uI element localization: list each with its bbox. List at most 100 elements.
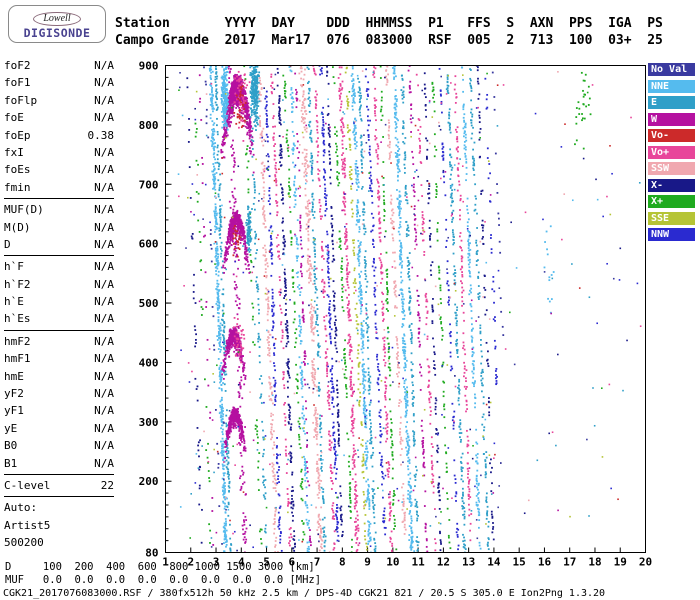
param-row-yf1: yF1 N/A: [4, 402, 114, 419]
parameter-panel: foF2 N/A foF1 N/A foFlp N/A foE N/A foEp 0.38 fxI N…: [4, 57, 114, 556]
legend-item-w: W: [648, 112, 695, 126]
param-row-h-f: h`F N/A: [4, 258, 114, 275]
legend-item-nnw: NNW: [648, 228, 695, 241]
param-row-hme: hmE N/A: [4, 368, 114, 385]
param-label: h`F2: [4, 277, 31, 291]
param-label: fmin: [4, 180, 31, 194]
param-value: N/A: [94, 237, 114, 251]
param-value: N/A: [94, 421, 114, 435]
param-label: foF1: [4, 76, 31, 90]
ionogram-plot: [125, 56, 660, 572]
param-label: hmF2: [4, 334, 31, 348]
legend-item-no-val: No Val: [648, 63, 695, 76]
logo-lowell-text: Lowell: [33, 12, 81, 26]
param-row-fof2: foF2 N/A: [4, 57, 114, 74]
param-value: N/A: [94, 439, 114, 453]
param-label: hmE: [4, 369, 24, 383]
param-row-m-d: M(D) N/A: [4, 219, 114, 236]
legend-item-ssw: SSW: [648, 162, 695, 175]
param-value: N/A: [94, 404, 114, 418]
param-row-muf-d: MUF(D) N/A: [4, 201, 114, 218]
param-label: B1: [4, 456, 18, 470]
param-value: N/A: [94, 220, 114, 234]
param-label: yF1: [4, 404, 24, 418]
param-label: yE: [4, 421, 18, 435]
param-label: h`E: [4, 295, 24, 309]
param-row-yf2: yF2 N/A: [4, 385, 114, 402]
param-label: B0: [4, 439, 18, 453]
param-label: h`F: [4, 260, 24, 274]
param-label: yF2: [4, 387, 24, 401]
param-label: 500200: [4, 536, 44, 550]
muf-row: MUF 0.0 0.0 0.0 0.0 0.0 0.0 0.0 0.0 [MHz…: [5, 574, 322, 586]
param-label: D: [4, 237, 11, 251]
param-label: MUF(D): [4, 203, 44, 217]
lowell-digisonde-logo: Lowell DIGISONDE: [8, 5, 106, 43]
param-label: hmF1: [4, 352, 31, 366]
param-label: C-level: [4, 478, 51, 492]
param-value: 0.38: [87, 128, 115, 142]
param-value: N/A: [94, 352, 114, 366]
legend-item-sse: SSE: [648, 211, 695, 225]
param-row-c-level: C-level 22: [4, 477, 114, 494]
param-value: N/A: [94, 145, 114, 159]
param-group: foF2 N/A foF1 N/A foFlp N/A foE N/A foEp 0.38 fxI N…: [4, 57, 114, 200]
param-row-500200: 500200: [4, 534, 114, 551]
legend-item-x-: X+: [648, 195, 695, 208]
param-row-hmf1: hmF1 N/A: [4, 350, 114, 367]
param-row-h-f2: h`F2 N/A: [4, 276, 114, 293]
param-row-foep: foEp 0.38: [4, 127, 114, 144]
param-value: N/A: [94, 277, 114, 291]
logo-digisonde-text: DIGISONDE: [23, 26, 91, 40]
param-label: foE: [4, 111, 24, 125]
legend-item-x-: X-: [648, 178, 695, 192]
param-group: MUF(D) N/A M(D) N/A D N/A: [4, 201, 114, 257]
param-label: fxI: [4, 145, 24, 159]
d-row: D 100 200 400 600 800 1000 1500 3000 [km…: [5, 561, 315, 573]
param-label: foEp: [4, 128, 31, 142]
param-value: N/A: [94, 93, 114, 107]
station-header: Station YYYY DAY DDD HHMMSS P1 FFS S AXN…: [115, 15, 663, 49]
param-value: N/A: [94, 76, 114, 90]
param-row-fmin: fmin N/A: [4, 179, 114, 196]
param-label: h`Es: [4, 312, 31, 326]
param-value: N/A: [94, 59, 114, 72]
param-value: N/A: [94, 203, 114, 217]
param-row-b1: B1 N/A: [4, 455, 114, 472]
param-row-fof1: foF1 N/A: [4, 74, 114, 91]
param-row-foe: foE N/A: [4, 109, 114, 126]
param-group: Auto: Artist5 500200: [4, 499, 114, 553]
param-group: C-level 22: [4, 477, 114, 498]
param-row-d: D N/A: [4, 236, 114, 253]
status-line: CGK21_2017076083000.RSF / 380fx512h 50 k…: [3, 588, 606, 599]
legend-item-e: E: [648, 96, 695, 109]
param-row-h-es: h`Es N/A: [4, 310, 114, 327]
param-row-foflp: foFlp N/A: [4, 92, 114, 109]
param-value: N/A: [94, 180, 114, 194]
legend-item-vo-: Vo+: [648, 145, 695, 159]
param-row-fxi: fxI N/A: [4, 144, 114, 161]
param-value: N/A: [94, 334, 114, 348]
param-row-b0: B0 N/A: [4, 437, 114, 454]
direction-legend: No Val NNE E W Vo- Vo+ SSW X- X+ SSE NNW: [648, 63, 695, 245]
legend-item-vo-: Vo-: [648, 129, 695, 142]
param-value: N/A: [94, 111, 114, 125]
param-row-h-e: h`E N/A: [4, 293, 114, 310]
param-value: N/A: [94, 163, 114, 177]
param-value: N/A: [94, 260, 114, 274]
param-value: N/A: [94, 387, 114, 401]
param-group: h`F N/A h`F2 N/A h`E N/A h`Es N/A: [4, 258, 114, 331]
param-value: N/A: [94, 456, 114, 470]
param-group: hmF2 N/A hmF1 N/A hmE N/A yF2 N/A yF1 N/A yE N/A B0 N…: [4, 333, 114, 475]
param-label: foEs: [4, 163, 31, 177]
param-label: Auto:: [4, 501, 38, 515]
header-field-values: Campo Grande 2017 Mar17 076 083000 RSF 0…: [115, 33, 663, 48]
param-value: N/A: [94, 369, 114, 383]
param-row-auto: Auto:: [4, 499, 114, 516]
param-label: Artist5: [4, 518, 51, 532]
param-value: N/A: [94, 312, 114, 326]
param-row-foes: foEs N/A: [4, 161, 114, 178]
param-row-artist5: Artist5: [4, 517, 114, 534]
param-label: foFlp: [4, 93, 38, 107]
